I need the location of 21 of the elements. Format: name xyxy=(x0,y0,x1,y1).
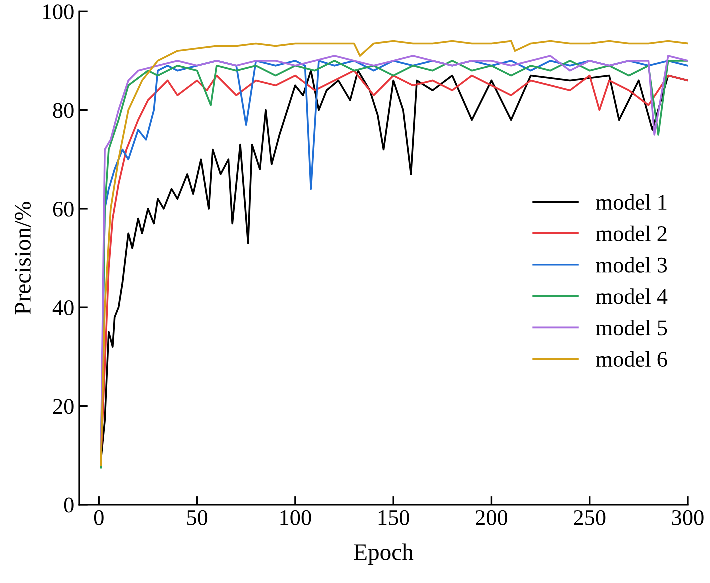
y-tick-label: 60 xyxy=(53,202,74,217)
y-tick-label: 100 xyxy=(43,4,74,20)
x-tick-label: 100 xyxy=(280,510,312,526)
y-tick-label: 80 xyxy=(53,103,74,118)
x-tick-label: 300 xyxy=(672,510,704,526)
y-tick-label: 20 xyxy=(53,399,74,414)
x-tick-label: 250 xyxy=(574,510,606,526)
legend-label: model 6 xyxy=(596,351,668,368)
y-tick-label: 0 xyxy=(64,498,74,513)
y-axis-title: Precision/% xyxy=(15,202,32,315)
legend-label: model 5 xyxy=(596,320,668,336)
x-tick-label: 50 xyxy=(187,510,208,526)
legend-label: model 4 xyxy=(596,288,668,304)
x-tick-label: 150 xyxy=(378,510,410,526)
x-tick-label: 0 xyxy=(94,510,104,526)
x-axis-title: Epoch xyxy=(354,544,414,566)
legend-label: model 3 xyxy=(596,257,668,273)
y-tick-label: 40 xyxy=(52,300,74,316)
x-tick-label: 200 xyxy=(476,510,508,526)
legend-label: model 1 xyxy=(596,194,667,210)
legend-label: model 2 xyxy=(596,226,667,242)
